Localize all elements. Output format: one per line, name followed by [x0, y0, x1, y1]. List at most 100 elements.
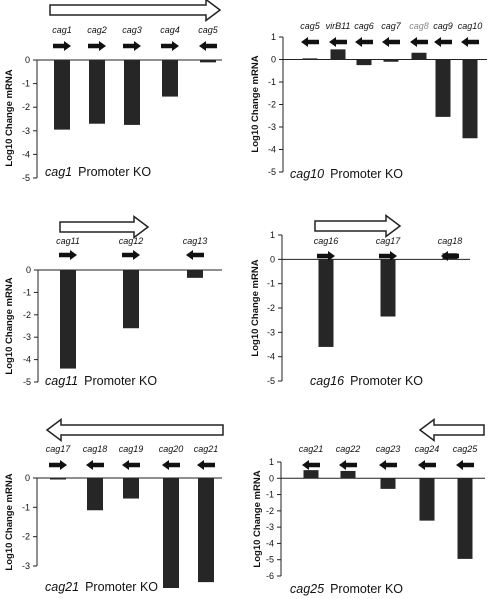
y-tick-label: -4	[23, 355, 31, 365]
y-tick-label: -3	[22, 561, 30, 571]
gene-label-cag18: cag18	[438, 236, 463, 246]
gene-arrow-icon	[382, 37, 400, 47]
y-tick-label: -3	[268, 122, 276, 132]
gene-arrow-icon	[355, 37, 373, 47]
panel-title-gene: cag25	[290, 582, 324, 596]
panel-title-rest: Promoter KO	[350, 374, 423, 388]
panel-title: cag25 Promoter KO	[290, 582, 403, 596]
gene-arrow-icon	[379, 460, 397, 470]
y-axis-label: Log10 Change mRNA	[4, 277, 15, 374]
panel-title-gene: cag16	[310, 374, 344, 388]
bar-cag6	[356, 59, 372, 66]
gene-label-cag21: cag21	[299, 444, 324, 454]
y-tick-label: -1	[23, 287, 31, 297]
gene-arrow-icon	[461, 37, 479, 47]
y-tick-label: 1	[270, 230, 275, 240]
bar-virB11	[330, 49, 346, 60]
gene-arrow-icon	[434, 37, 452, 47]
gene-arrow-icon	[317, 251, 335, 261]
operon-arrow-icon	[59, 215, 150, 239]
gene-label-cag18: cag18	[83, 444, 108, 454]
gene-label-cag8: cag8	[409, 21, 429, 31]
gene-arrow-icon	[379, 251, 397, 261]
gene-label-cag5: cag5	[300, 21, 321, 31]
y-tick-label: -5	[23, 377, 31, 387]
panel-title: cag16 Promoter KO	[310, 374, 423, 388]
operon-arrow-icon	[45, 418, 224, 442]
gene-arrow-icon	[53, 41, 71, 51]
y-tick-label: 1	[271, 32, 276, 42]
gene-arrow-icon	[301, 37, 319, 47]
panel-title-rest: Promoter KO	[330, 582, 403, 596]
bar-cag7	[383, 59, 399, 62]
panel-title: cag1 Promoter KO	[45, 165, 151, 179]
y-tick-label: -5	[268, 167, 276, 177]
panel-title-gene: cag10	[290, 167, 324, 181]
y-tick-label: -4	[266, 538, 274, 548]
gene-label-cag25: cag25	[453, 444, 479, 454]
y-tick-label: -5	[267, 376, 275, 386]
gene-label-cag5: cag5	[198, 25, 219, 35]
panel-title: cag11 Promoter KO	[45, 374, 157, 388]
panel-title-rest: Promoter KO	[78, 165, 151, 179]
y-tick-label: -2	[266, 506, 274, 516]
bar-cag18	[87, 478, 103, 511]
y-axis-label: Log10 Change mRNA	[250, 259, 261, 356]
y-tick-label: 1	[269, 457, 274, 467]
gene-arrow-icon	[339, 460, 357, 470]
y-tick-label: 0	[26, 265, 31, 275]
gene-arrow-icon	[441, 251, 459, 261]
panel-title-gene: cag1	[45, 165, 72, 179]
y-tick-label: 0	[270, 254, 275, 264]
bar-cag2	[89, 60, 105, 124]
y-tick-label: -5	[22, 173, 30, 183]
bar-cag13	[187, 270, 203, 278]
bar-cag24	[419, 478, 435, 521]
bar-cag22	[340, 470, 356, 479]
y-tick-label: -4	[22, 149, 30, 159]
gene-label-cag17: cag17	[46, 444, 72, 454]
y-tick-label: -3	[266, 522, 274, 532]
bar-cag17	[50, 478, 66, 480]
y-tick-label: -1	[266, 490, 274, 500]
bar-cag17	[380, 259, 396, 317]
gene-label-cag20: cag20	[159, 444, 184, 454]
gene-label-cag23: cag23	[376, 444, 401, 454]
chart-panel-cag1: 0 -1 -2 -3 -4 -5 Log10 Change mRNA cag1 cag2 cag3…	[4, 0, 222, 183]
y-tick-label: -1	[268, 77, 276, 87]
bar-cag16	[318, 259, 334, 347]
bar-cag21	[303, 470, 319, 479]
y-tick-label: -2	[267, 303, 275, 313]
y-axis-label: Log10 Change mRNA	[252, 470, 263, 567]
gene-label-cag3: cag3	[122, 25, 142, 35]
bar-cag10	[462, 59, 478, 139]
gene-arrow-icon	[122, 460, 140, 470]
panel-title: cag10 Promoter KO	[290, 167, 403, 181]
gene-label-cag16: cag16	[314, 236, 339, 246]
y-tick-label: -1	[267, 279, 275, 289]
bar-cag4	[162, 60, 178, 97]
gene-arrow-icon	[186, 250, 204, 260]
bar-cag12	[123, 270, 139, 329]
gene-label-cag2: cag2	[87, 25, 107, 35]
gene-arrow-icon	[88, 41, 106, 51]
operon-arrow-icon	[418, 418, 485, 442]
y-tick-label: -3	[267, 327, 275, 337]
gene-arrow-icon	[197, 460, 215, 470]
panel-title-rest: Promoter KO	[330, 167, 403, 181]
gene-arrow-icon	[162, 460, 180, 470]
gene-label-cag4: cag4	[160, 25, 180, 35]
gene-label-cag12: cag12	[119, 236, 144, 246]
y-tick-label: -2	[22, 532, 30, 542]
gene-arrow-icon	[410, 37, 428, 47]
y-tick-label: 0	[271, 55, 276, 65]
gene-arrow-icon	[329, 37, 347, 47]
gene-label-cag1: cag1	[52, 25, 72, 35]
gene-label-cag13: cag13	[183, 236, 208, 246]
bar-cag21	[198, 478, 214, 583]
y-tick-label: -2	[22, 102, 30, 112]
bar-cag3	[124, 60, 140, 125]
panel-title-gene: cag11	[45, 374, 78, 388]
